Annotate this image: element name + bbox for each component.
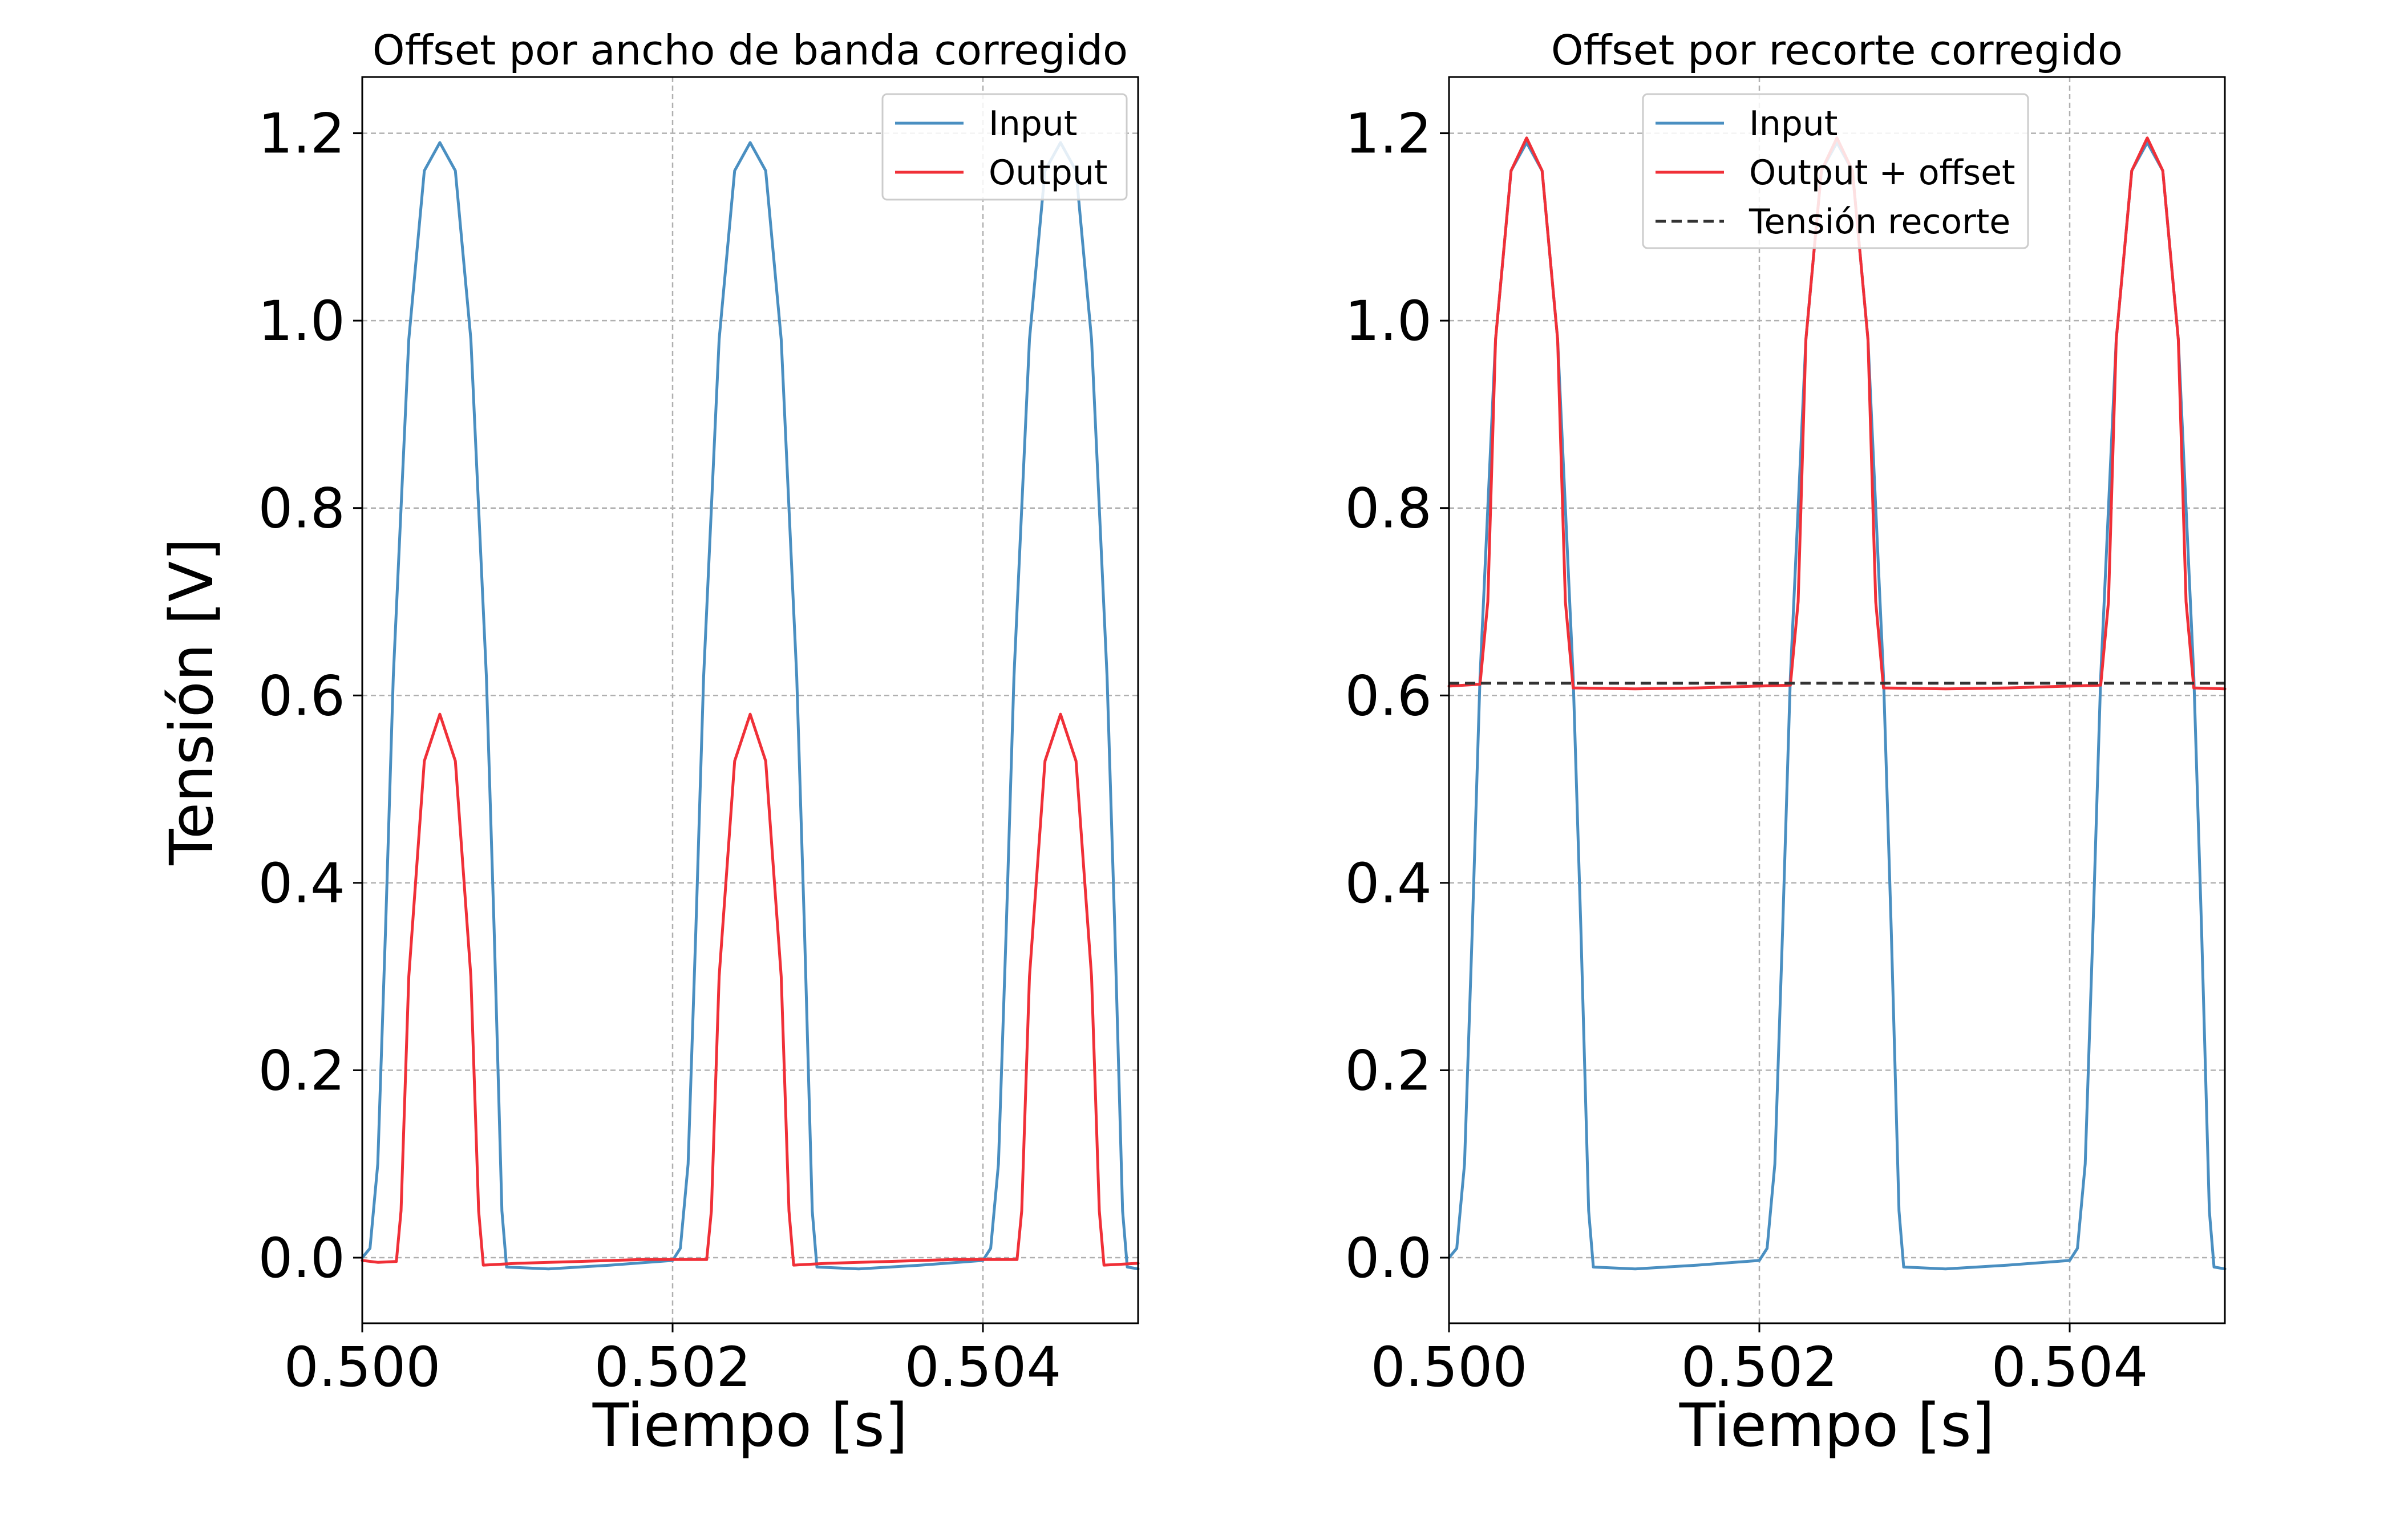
chart-title: Offset por recorte corregido bbox=[1551, 26, 2123, 74]
y-tick-label: 0.8 bbox=[1345, 477, 1432, 541]
x-axis-label: Tiempo [s] bbox=[1679, 1391, 1995, 1460]
y-tick-label: 1.2 bbox=[1345, 102, 1432, 166]
chart-title: Offset por ancho de banda corregido bbox=[373, 26, 1128, 74]
legend-entry-clip-voltage: Tensión recorte bbox=[1656, 202, 2010, 242]
legend: Input Output + offset Tensión recorte bbox=[1642, 93, 2029, 249]
y-tick-label: 0.6 bbox=[1345, 664, 1432, 728]
legend: Input Output bbox=[881, 93, 1128, 201]
chart-panel-left: 0.500 0.502 0.504 0.0 0.2 0.4 0.6 0.8 1.0 1.2 Off… bbox=[258, 26, 1140, 1460]
y-tick-label: 1.0 bbox=[1345, 289, 1432, 353]
legend-label-output: Output bbox=[989, 153, 1107, 193]
y-tick-label: 0.4 bbox=[1345, 852, 1432, 915]
y-tick-label: 1.2 bbox=[258, 102, 345, 166]
y-tick-label: 0.0 bbox=[1345, 1226, 1432, 1290]
y-axis-label-group: Tensión [V] bbox=[157, 538, 226, 866]
y-tick-label: 0.6 bbox=[258, 664, 345, 728]
legend-label-input: Input bbox=[989, 104, 1077, 144]
legend-label-clip-voltage: Tensión recorte bbox=[1749, 202, 2010, 242]
x-tick-label: 0.500 bbox=[284, 1335, 441, 1399]
chart-panel-right: 0.500 0.502 0.504 0.0 0.2 0.4 0.6 0.8 1.0 1.2 Off… bbox=[1345, 26, 2227, 1460]
grid bbox=[361, 77, 1138, 1323]
y-tick-label: 0.4 bbox=[258, 852, 345, 915]
axis-ticks: 0.500 0.502 0.504 0.0 0.2 0.4 0.6 0.8 1.0 1.2 bbox=[258, 102, 1061, 1399]
legend-box bbox=[1642, 93, 2029, 249]
legend-entry-output: Output bbox=[895, 153, 1107, 193]
axis-ticks: 0.500 0.502 0.504 0.0 0.2 0.4 0.6 0.8 1.0 1.2 bbox=[1345, 102, 2148, 1399]
y-axis-label: Tensión [V] bbox=[157, 538, 226, 866]
x-axis-label: Tiempo [s] bbox=[592, 1391, 908, 1460]
y-tick-label: 0.2 bbox=[1345, 1039, 1432, 1103]
x-tick-label: 0.502 bbox=[1681, 1335, 1838, 1399]
plot-frame bbox=[361, 76, 1139, 1324]
y-tick-label: 0.8 bbox=[258, 477, 345, 541]
series-line-output bbox=[361, 712, 1140, 1267]
x-tick-label: 0.500 bbox=[1371, 1335, 1528, 1399]
x-tick-label: 0.504 bbox=[905, 1335, 1062, 1399]
legend-label-output-offset: Output + offset bbox=[1749, 153, 2015, 193]
x-tick-label: 0.504 bbox=[1992, 1335, 2148, 1399]
y-tick-label: 0.2 bbox=[258, 1039, 345, 1103]
legend-label-input: Input bbox=[1749, 104, 1838, 144]
x-tick-label: 0.502 bbox=[594, 1335, 751, 1399]
legend-entry-input: Input bbox=[1656, 104, 1838, 144]
y-tick-label: 1.0 bbox=[258, 289, 345, 353]
y-tick-label: 0.0 bbox=[258, 1226, 345, 1290]
legend-entry-input: Input bbox=[895, 104, 1077, 144]
plot-frame bbox=[1448, 76, 2226, 1324]
legend-entry-output-offset: Output + offset bbox=[1656, 153, 2015, 193]
